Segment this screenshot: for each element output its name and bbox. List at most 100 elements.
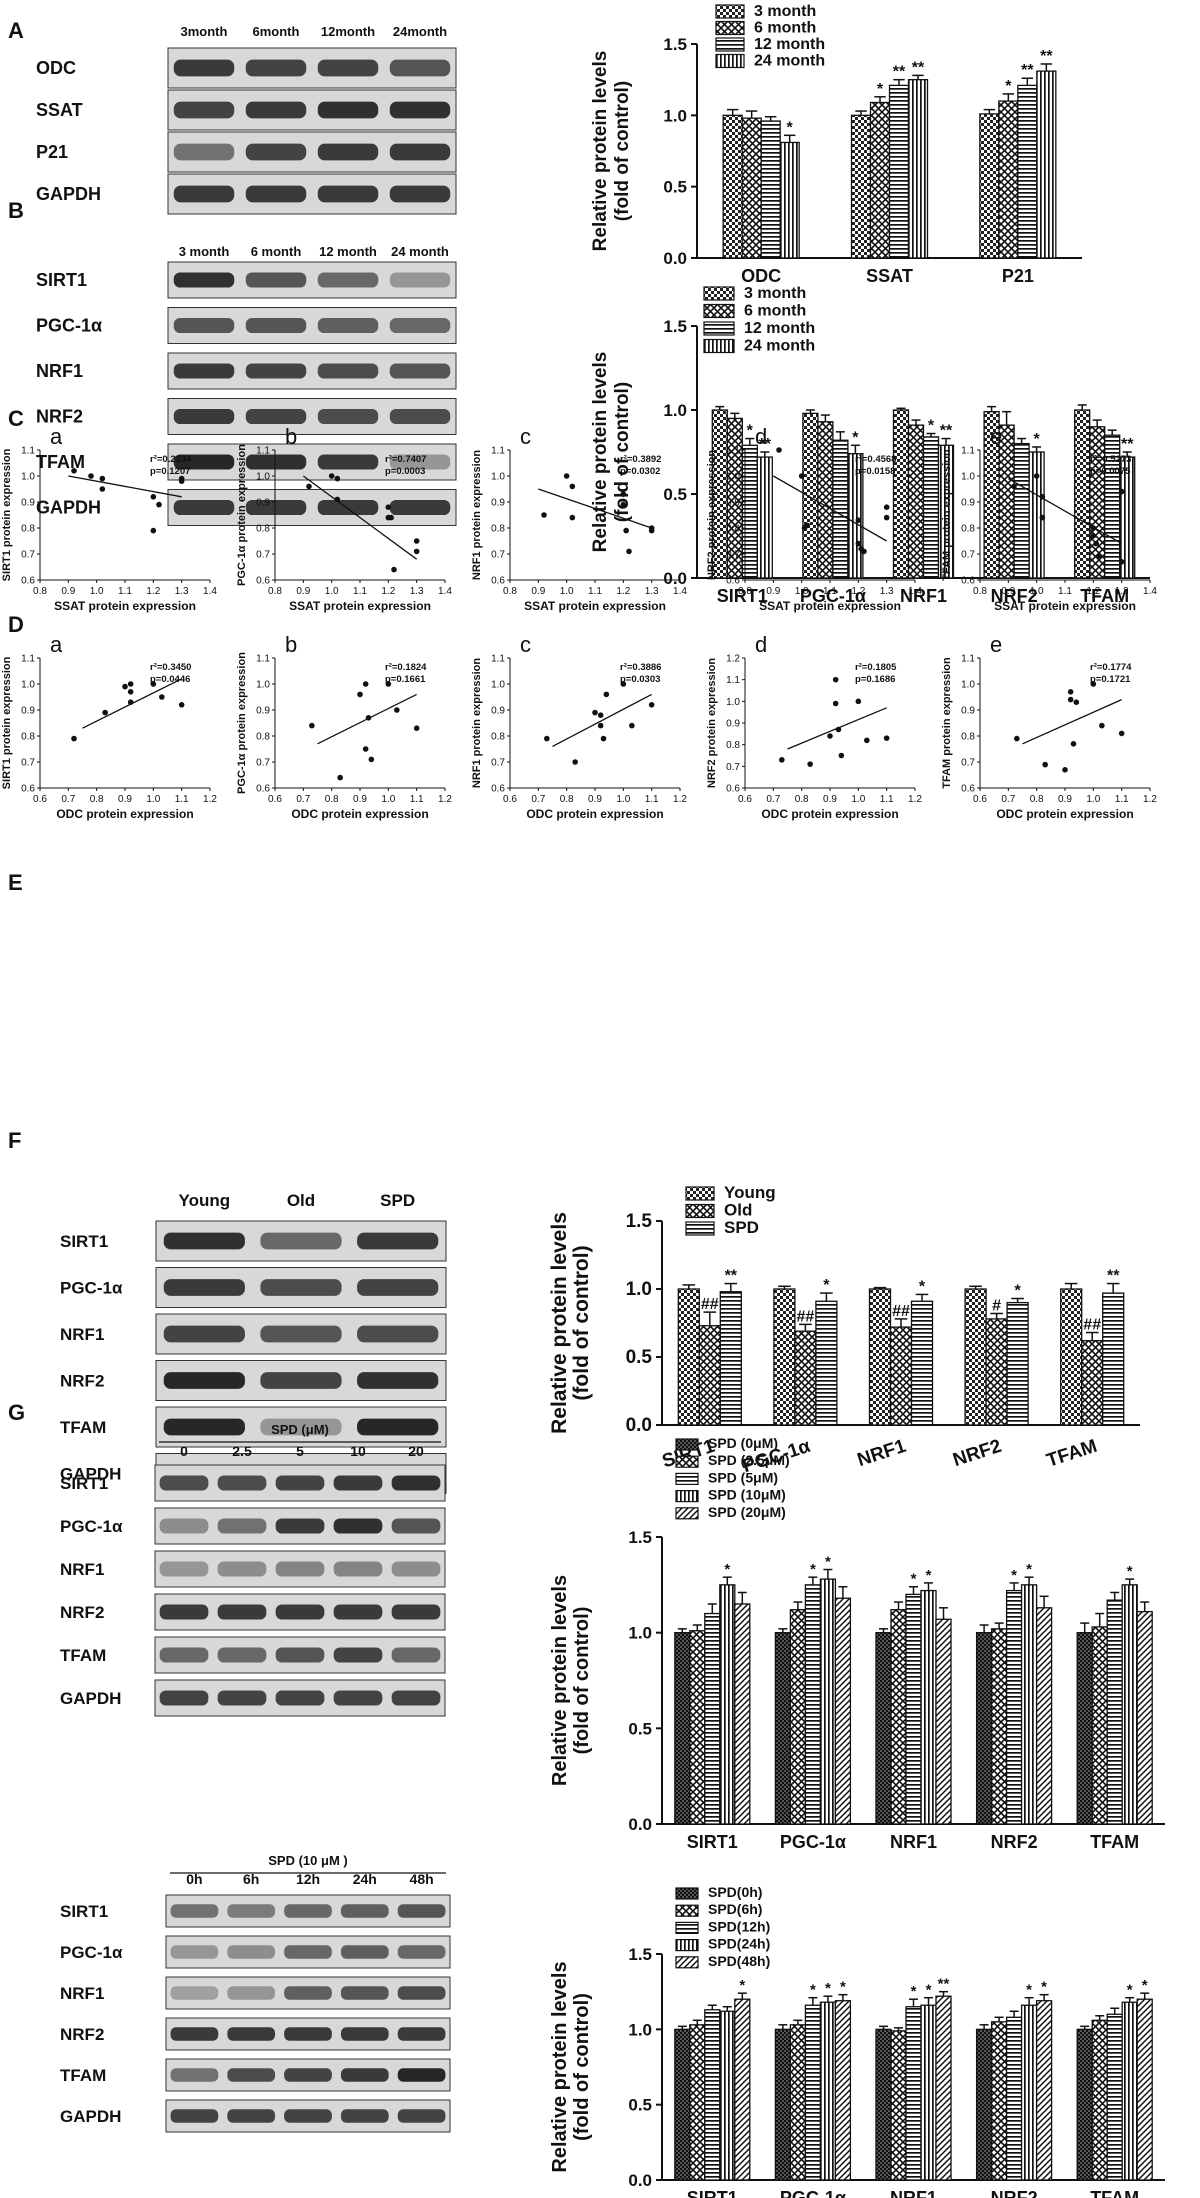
blot-band-A-0-0 bbox=[173, 59, 235, 77]
bar-E-0-2 bbox=[719, 1291, 742, 1426]
scatter-point-C-0-4 bbox=[150, 494, 157, 500]
scatter-y-tick-label-C-3-5: 1.1 bbox=[726, 446, 740, 457]
scatter-x-tick-label-C-4-2: 1.0 bbox=[1030, 586, 1044, 597]
r-squared-C-2: r²=0.3892 bbox=[620, 454, 661, 465]
p-value-C-1: p=0.0003 bbox=[385, 466, 425, 477]
blot-band-F-0-3 bbox=[333, 1475, 383, 1491]
scatter-sub-label-C-1: b bbox=[285, 424, 297, 449]
scatter-y-tick-label-C-3-1: 0.7 bbox=[726, 550, 740, 561]
blot-band-G-3-2 bbox=[284, 2027, 332, 2041]
blot-header-F-2: 5 bbox=[296, 1443, 304, 1459]
scatter-x-tick-label-C-2-3: 1.1 bbox=[588, 586, 602, 597]
category-label-F-1: PGC-1α bbox=[780, 1832, 846, 1852]
blot-row-label-A-2: P21 bbox=[36, 142, 68, 162]
bar-E-4-2 bbox=[1102, 1292, 1125, 1426]
bar-G-3-4 bbox=[1035, 2000, 1053, 2181]
scatter-point-C-4-0 bbox=[1011, 483, 1017, 490]
blot-band-E-0-1 bbox=[260, 1232, 342, 1250]
blot-row-label-F-0: SIRT1 bbox=[60, 1474, 108, 1493]
p-value-C-0: p=0.1207 bbox=[150, 466, 190, 477]
scatter-y-tick-label-D-3-3: 0.9 bbox=[726, 719, 740, 730]
blot-row-label-A-0: ODC bbox=[36, 58, 76, 78]
scatter-x-tick-label-D-3-1: 0.7 bbox=[766, 794, 780, 805]
blot-row-label-F-1: PGC-1α bbox=[60, 1517, 123, 1536]
blot-band-B-5-2 bbox=[317, 499, 379, 516]
scatter-y-tick-label-C-1-1: 0.7 bbox=[256, 550, 270, 561]
bar-G-1-0 bbox=[774, 2028, 792, 2181]
scatter-y-label-D-2: NRF1 protein expression bbox=[471, 658, 483, 788]
regression-line-D-3 bbox=[787, 707, 887, 750]
significance-mark-E-2-2: * bbox=[919, 1278, 926, 1295]
category-label-A-0: ODC bbox=[741, 266, 781, 286]
scatter-point-C-4-8 bbox=[1118, 488, 1125, 495]
blot-panel-G: 0h 6h 12h 24h 48h SPD (10 μM ) SIRT1 PGC-1α NRF1… bbox=[60, 1853, 451, 2133]
scatter-y-tick-label-D-2-0: 0.6 bbox=[491, 784, 505, 795]
y-tick-label-G-3: 1.5 bbox=[628, 1945, 652, 1964]
blot-panel-B: 3 month 6 month 12 month 24 month SIRT1 PGC-1… bbox=[36, 244, 457, 526]
blot-band-G-0-0 bbox=[170, 1904, 219, 1918]
y-tick-label-E-2: 1.0 bbox=[626, 1279, 652, 1300]
significance-mark-A-0-3: * bbox=[787, 119, 794, 136]
p-value-C-2: p=0.0302 bbox=[620, 466, 660, 477]
bar-G-3-3 bbox=[1020, 2004, 1038, 2181]
blot-band-G-5-4 bbox=[397, 2109, 446, 2123]
blot-band-G-3-0 bbox=[170, 2027, 219, 2041]
blot-band-F-3-3 bbox=[333, 1604, 383, 1620]
scatter-x-tick-label-D-4-1: 0.7 bbox=[1001, 794, 1015, 805]
blot-row-label-G-4: TFAM bbox=[60, 2066, 106, 2085]
r-squared-D-4: r²=0.1774 bbox=[1090, 662, 1132, 673]
scatter-plot-C-0: 0.8 0.9 1.0 1.1 1.2 1.3 1.4 0.6 0.7 0.8 0.9 1.0 1.1 r… bbox=[1, 424, 217, 613]
blot-row-label-G-3: NRF2 bbox=[60, 2025, 104, 2044]
category-label-F-0: SIRT1 bbox=[687, 1832, 738, 1852]
scatter-plot-D-3: 0.6 0.7 0.8 0.9 1.0 1.1 1.2 0.6 0.7 0.8 0.9 1.0 1.1 1… bbox=[706, 632, 922, 821]
scatter-point-C-3-5 bbox=[855, 540, 862, 547]
panel-label-C: C bbox=[8, 406, 24, 431]
scatter-point-C-0-8 bbox=[178, 478, 185, 485]
blot-band-B-2-1 bbox=[245, 363, 307, 379]
scatter-sub-label-C-2: c bbox=[520, 424, 531, 449]
blot-band-F-5-3 bbox=[333, 1690, 383, 1706]
bar-F-4-1 bbox=[1091, 1626, 1108, 1825]
blot-band-F-4-4 bbox=[391, 1647, 441, 1663]
scatter-point-D-1-3 bbox=[362, 681, 369, 687]
y-axis-label-A-1: (fold of control) bbox=[612, 81, 633, 221]
scatter-x-tick-label-C-2-6: 1.4 bbox=[673, 586, 687, 597]
blot-panel-A: 3month 6month 12month 24month ODC SSAT P21 GAPD… bbox=[36, 24, 457, 215]
category-label-F-3: NRF2 bbox=[991, 1832, 1038, 1852]
blot-band-B-1-3 bbox=[389, 317, 451, 334]
legend-label-B-2: 12 month bbox=[744, 320, 815, 337]
blot-band-G-5-0 bbox=[170, 2109, 219, 2123]
blot-band-F-3-2 bbox=[275, 1604, 325, 1620]
scatter-x-tick-label-D-1-4: 1.0 bbox=[381, 794, 395, 805]
scatter-y-tick-label-C-0-2: 0.8 bbox=[21, 524, 35, 535]
blot-row-label-B-5: GAPDH bbox=[36, 498, 101, 518]
scatter-point-D-3-1 bbox=[807, 761, 813, 767]
western-blot-layer: A B C D E F G 3month 6month 12month 24month ODC SSAT… bbox=[8, 18, 457, 2133]
scatter-y-tick-label-C-2-2: 0.8 bbox=[491, 524, 505, 535]
scatter-point-D-0-0 bbox=[71, 735, 77, 742]
blot-band-G-2-1 bbox=[227, 1986, 276, 2000]
scatter-x-tick-label-D-3-3: 0.9 bbox=[823, 794, 837, 805]
r-squared-C-1: r²=0.7407 bbox=[385, 454, 426, 465]
bar-G-4-0 bbox=[1076, 2028, 1093, 2181]
significance-mark-B-2-2: * bbox=[928, 418, 935, 435]
scatter-y-label-C-2: NRF1 protein expression bbox=[471, 450, 483, 580]
legend-swatch-G-1 bbox=[675, 1904, 699, 1917]
legend-swatch-F-1 bbox=[675, 1455, 699, 1468]
significance-mark-E-4-1: ## bbox=[1083, 1317, 1101, 1334]
blot-band-G-4-1 bbox=[227, 2068, 276, 2082]
scatter-y-tick-label-C-0-4: 1.0 bbox=[21, 472, 35, 483]
bar-A-1-1 bbox=[869, 101, 891, 259]
scatter-y-tick-label-C-0-0: 0.6 bbox=[21, 576, 35, 587]
scatter-point-C-1-2 bbox=[334, 475, 341, 482]
scatter-x-tick-label-D-2-6: 1.2 bbox=[673, 794, 687, 805]
category-label-G-1: PGC-1α bbox=[780, 2188, 846, 2198]
blot-band-A-2-0 bbox=[173, 143, 235, 161]
scatter-point-D-1-1 bbox=[337, 774, 343, 781]
blot-band-E-4-1 bbox=[260, 1418, 342, 1436]
category-label-G-2: NRF1 bbox=[890, 2188, 937, 2198]
blot-row-label-G-0: SIRT1 bbox=[60, 1902, 108, 1921]
scatter-x-tick-label-D-4-6: 1.2 bbox=[1143, 794, 1157, 805]
bar-G-4-4 bbox=[1136, 1998, 1153, 2181]
blot-header-A-2: 12month bbox=[321, 24, 375, 39]
